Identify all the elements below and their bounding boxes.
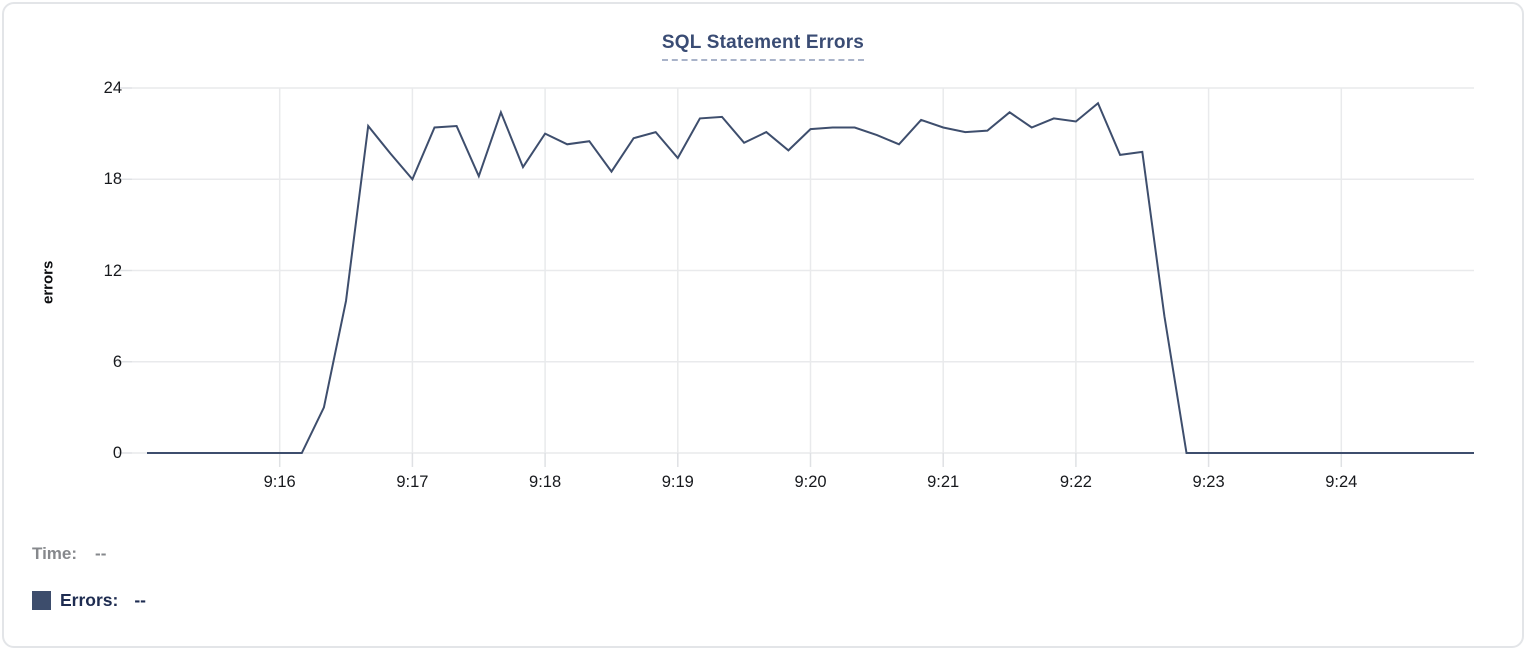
y-tick-label: 18 [103, 170, 122, 189]
y-tick-label: 24 [103, 79, 122, 97]
errors-legend-swatch [32, 591, 51, 610]
x-tick-label: 9:18 [529, 473, 562, 491]
y-tick-label: 12 [103, 261, 122, 280]
y-tick-label: 0 [112, 444, 122, 462]
chart-title[interactable]: SQL Statement Errors [661, 32, 865, 61]
y-axis-title-text: errors [39, 260, 57, 304]
x-tick-label: 9:20 [794, 473, 827, 491]
tooltip-time-row: Time: -- [32, 544, 106, 564]
errors-line-chart [118, 87, 1474, 467]
x-tick-label: 9:22 [1059, 473, 1092, 491]
errors-value: -- [134, 590, 147, 610]
grid-layer [118, 87, 1474, 467]
y-tick-label: 6 [112, 352, 122, 371]
tooltip-errors-row: Errors: -- [32, 590, 146, 611]
x-tick-label: 9:23 [1192, 473, 1225, 491]
chart-header: SQL Statement Errors [4, 32, 1522, 61]
series-layer [147, 101, 1474, 454]
errors-series-line [147, 101, 1474, 454]
x-tick-label: 9:24 [1325, 473, 1358, 491]
x-tick-label: 9:16 [263, 473, 296, 491]
x-tick-label: 9:19 [661, 473, 694, 491]
x-tick-label: 9:21 [927, 473, 960, 491]
errors-label: Errors: [60, 590, 119, 610]
x-tick-label: 9:17 [396, 473, 429, 491]
time-label: Time: [32, 544, 78, 563]
time-value: -- [95, 544, 107, 563]
